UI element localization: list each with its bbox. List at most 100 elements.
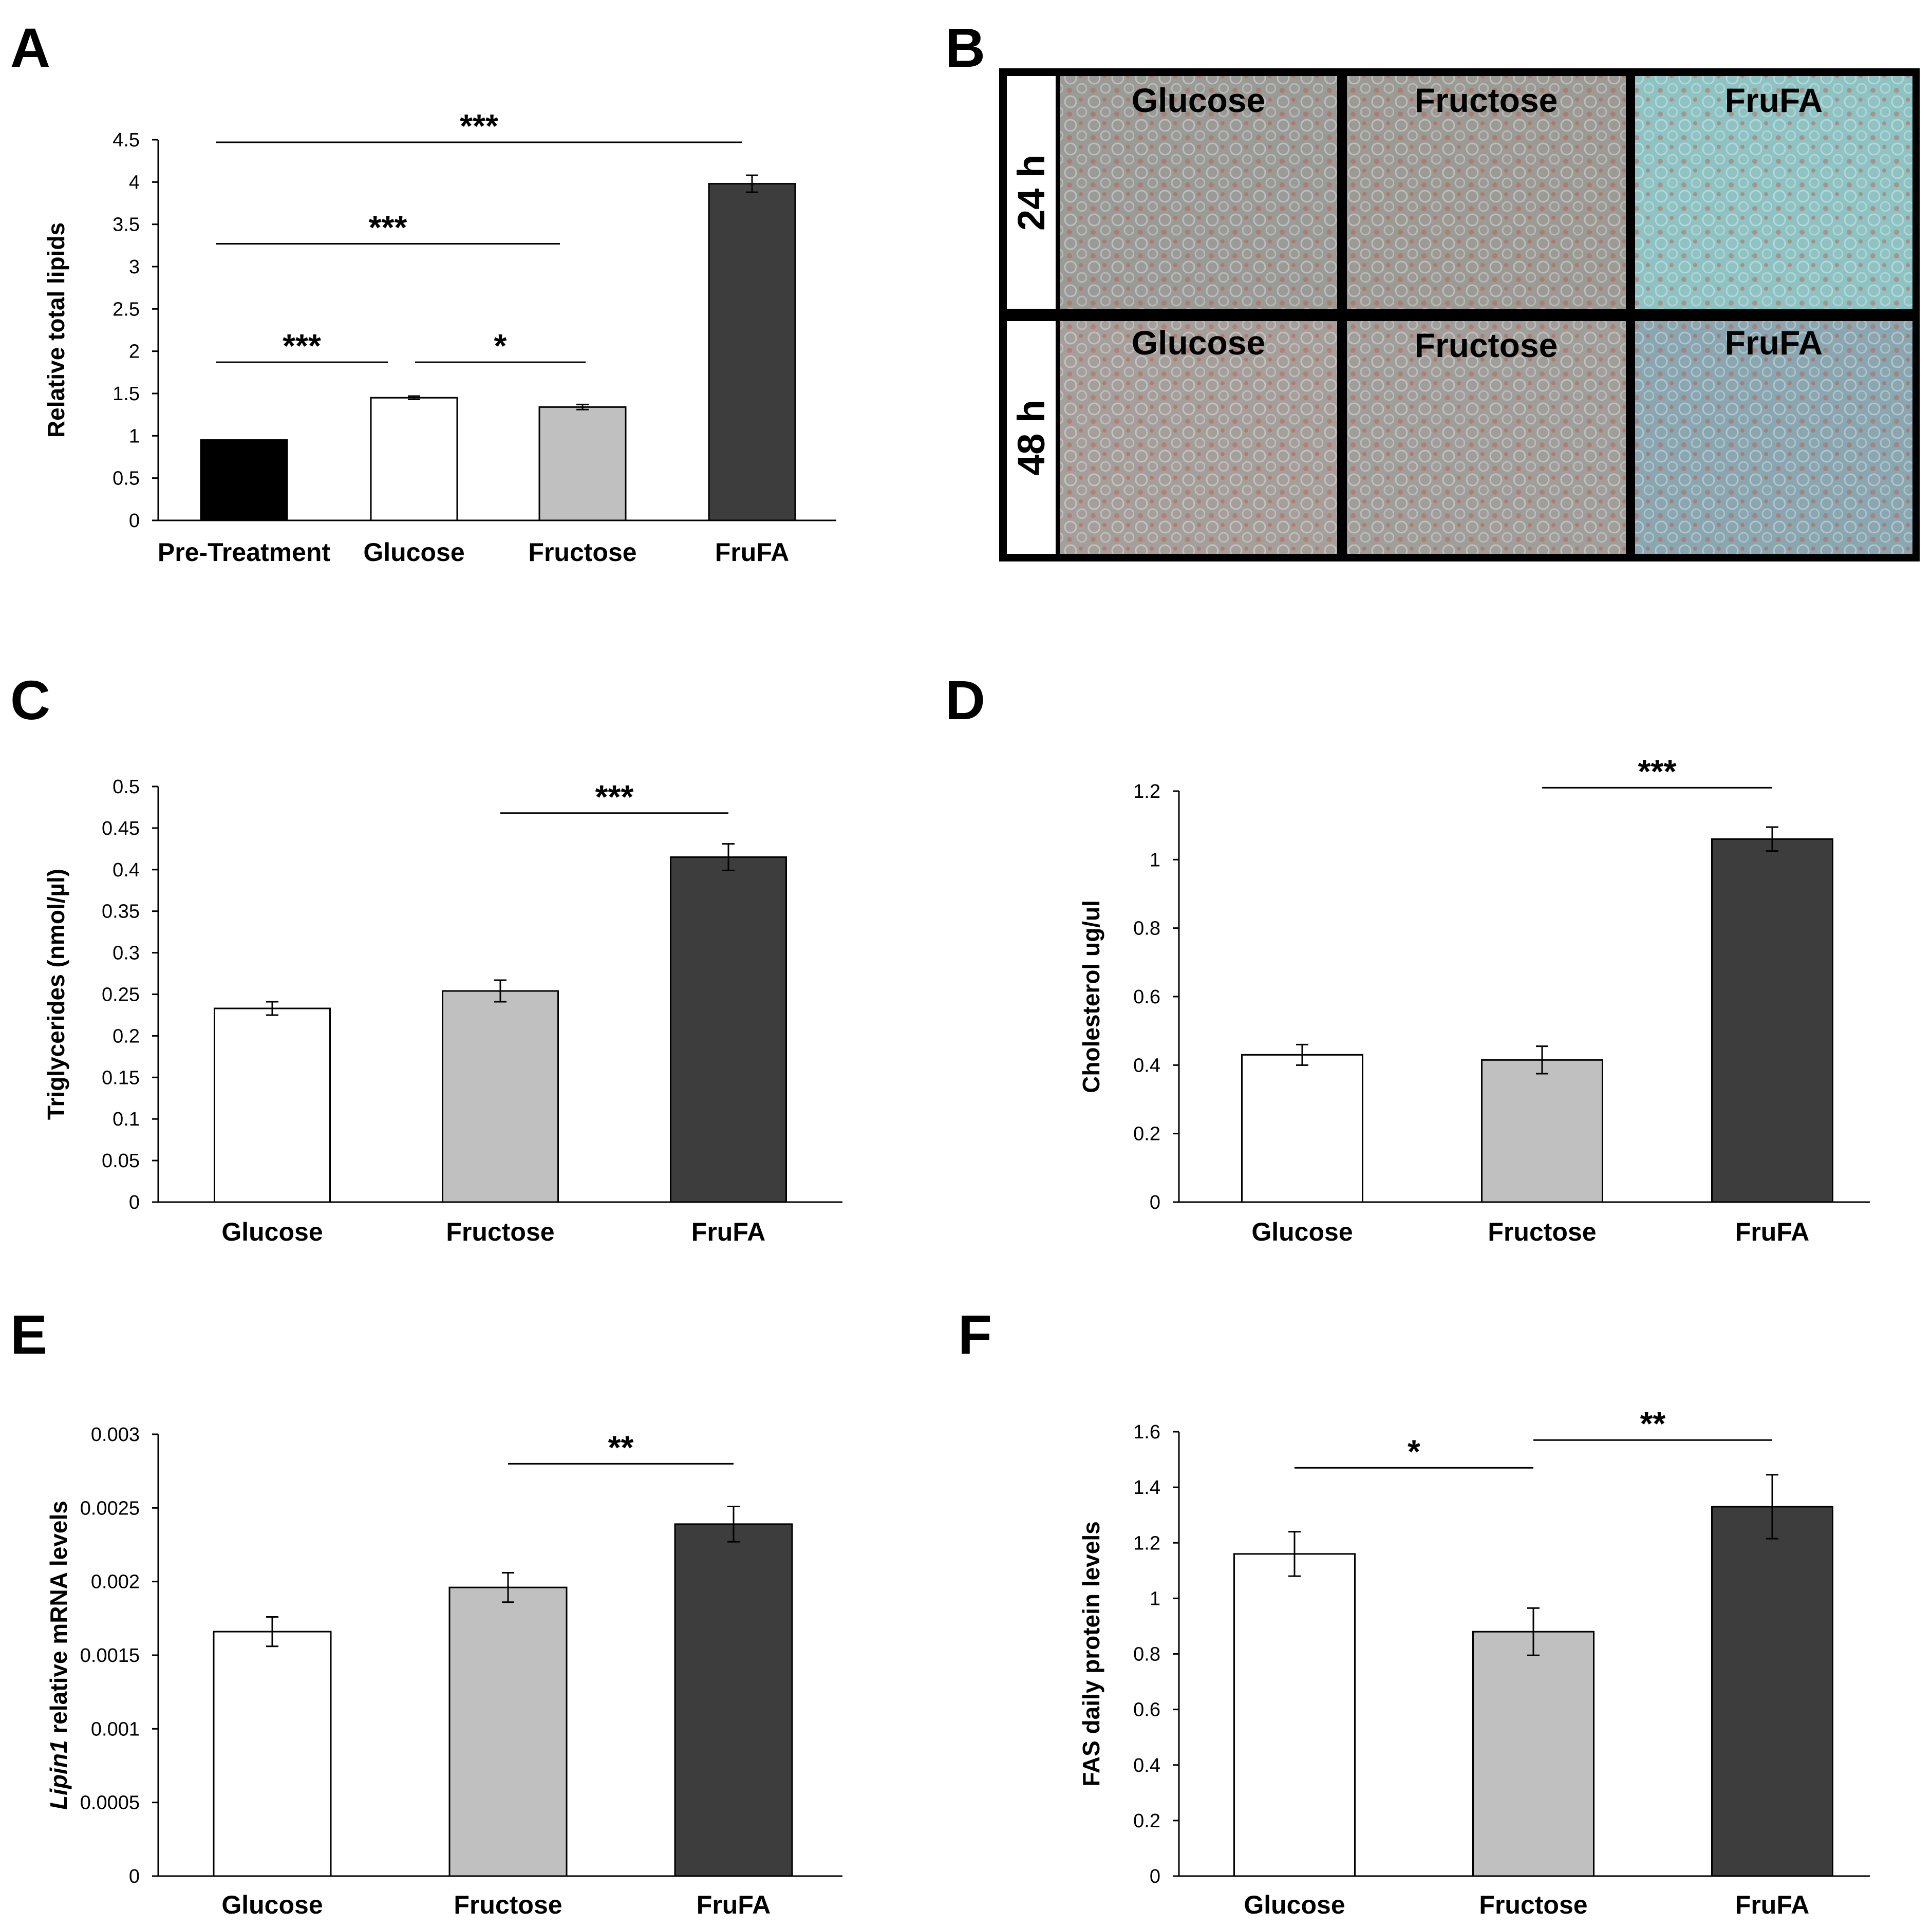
micrograph-label-48h-frufa: FruFA (1725, 324, 1823, 362)
panel-a-significance-label: *** (283, 327, 321, 364)
panel-f-tick-label: 0 (1150, 1866, 1160, 1887)
micrograph-texture (1060, 321, 1337, 554)
panel-d-category-label: FruFA (1735, 1218, 1809, 1246)
panel-a-bar (370, 397, 458, 521)
panel-a-significance-label: * (494, 327, 507, 364)
micrograph-texture (1635, 76, 1912, 309)
panel-c-tick-label: 0.3 (112, 943, 140, 964)
panel-c-bar (442, 990, 559, 1203)
panel-e-y-axis-label-text: relative mRNA levels (45, 1501, 72, 1733)
panel-a-tick-label: 0.5 (112, 468, 140, 490)
panel-f-category-label: Fructose (1479, 1890, 1587, 1919)
panel-d-bar (1241, 1054, 1363, 1203)
panel-f-tick-label: 0.2 (1133, 1810, 1160, 1832)
micrograph-label-24h-frufa: FruFA (1725, 81, 1823, 119)
panel-c-bar (670, 856, 787, 1203)
panel-a-significance-label: *** (369, 209, 407, 246)
panel-f-bar (1711, 1506, 1833, 1877)
chart-triglycerides: 0 0.05 0.1 0.15 0.2 0.25 0.3 0.35 0.4 0.45 0.5 Trig… (43, 776, 842, 1246)
panel-f-tick-label: 0.6 (1133, 1699, 1160, 1721)
panel-letter-d: D (945, 669, 985, 731)
panel-e-category-label: FruFA (697, 1890, 771, 1919)
panel-f-significance-label: ** (1640, 1405, 1666, 1442)
panel-e-category-label: Glucose (221, 1890, 323, 1919)
panel-f-category-label: FruFA (1735, 1890, 1809, 1919)
micrograph-label-48h-glucose: Glucose (1132, 324, 1265, 362)
panel-d-category-label: Fructose (1488, 1218, 1596, 1246)
panel-e-significance-label: ** (608, 1429, 634, 1466)
panel-f-tick-label: 1.6 (1133, 1421, 1160, 1443)
panel-c-tick-label: 0.25 (102, 984, 140, 1006)
panel-c-tick-label: 0.1 (112, 1109, 140, 1130)
panel-a-bar (538, 406, 627, 521)
panel-d-significance-label: *** (1638, 753, 1677, 790)
panel-c-category-label: Glucose (221, 1218, 323, 1246)
panel-d-bar (1711, 838, 1833, 1203)
panel-c-y-axis-label: Triglycerides (nmol/µl) (43, 869, 69, 1120)
panel-f-tick-label: 0.8 (1133, 1644, 1160, 1665)
panel-a-tick-label: 1 (129, 425, 140, 447)
panel-a-tick-label: 2.5 (112, 298, 140, 320)
panel-e-tick-label: 0.0015 (80, 1645, 140, 1666)
micrograph-label-48h-fructose: Fructose (1415, 326, 1558, 364)
panel-c-tick-label: 0.15 (102, 1067, 140, 1089)
micrograph-label-24h-fructose: Fructose (1415, 81, 1558, 119)
panel-a-tick-label: 4 (129, 172, 140, 193)
panel-a-category-label: FruFA (715, 538, 789, 567)
panel-letter-f: F (958, 1303, 992, 1365)
panel-a-tick-label: 3 (129, 256, 140, 278)
panel-e-tick-label: 0.0005 (80, 1792, 140, 1814)
panel-c-tick-label: 0.5 (112, 776, 140, 798)
panel-d-tick-label: 0.4 (1133, 1055, 1160, 1076)
panel-e-tick-label: 0 (129, 1866, 140, 1887)
chart-cholesterol: 0 0.2 0.4 0.6 0.8 1 1.2 Cholesterol ug/ul Glucos… (1078, 753, 1870, 1246)
micrograph-label-24h-glucose: Glucose (1132, 81, 1265, 119)
panel-f-tick-label: 1.4 (1133, 1477, 1160, 1499)
panel-a-category-label: Fructose (528, 538, 636, 567)
row-label-24h: 24 h (1010, 155, 1053, 231)
panel-a-bar (708, 183, 796, 521)
panel-c-bar (214, 1007, 331, 1203)
panel-e-bar (213, 1631, 332, 1877)
panel-e-tick-label: 0.001 (91, 1718, 140, 1740)
panel-c-tick-label: 0.4 (112, 859, 140, 881)
panel-c-tick-label: 0.45 (102, 818, 140, 839)
panel-f-y-axis-label: FAS daily protein levels (1078, 1521, 1104, 1786)
panel-d-y-axis-label: Cholesterol ug/ul (1078, 900, 1104, 1093)
micrograph-panel: 24 h 48 h Glucose Fructose FruFA Glucose… (999, 68, 1920, 561)
panel-e-tick-label: 0.0025 (80, 1497, 140, 1519)
chart-fas-protein: 0 0.2 0.4 0.6 0.8 1 1.2 1.4 1.6 FAS daily protein… (1078, 1405, 1870, 1919)
row-label-48h-box (1007, 321, 1056, 554)
panel-e-tick-label: 0.003 (91, 1424, 140, 1446)
panel-c-tick-label: 0 (129, 1192, 140, 1213)
panel-a-y-axis-label: Relative total lipids (43, 222, 69, 438)
panel-letter-a: A (10, 16, 50, 79)
panel-d-tick-label: 0 (1150, 1192, 1160, 1213)
panel-e-y-axis-label: Lipin1 relative mRNA levels (45, 1501, 72, 1810)
panel-f-tick-label: 0.4 (1133, 1755, 1160, 1776)
panel-d-tick-label: 0.8 (1133, 918, 1160, 940)
row-label-48h: 48 h (1010, 400, 1053, 476)
panel-f-bar (1472, 1631, 1595, 1877)
panel-a-tick-label: 0 (129, 510, 140, 532)
panel-d-tick-label: 0.6 (1133, 986, 1160, 1008)
panel-a-tick-label: 1.5 (112, 383, 140, 405)
panel-e-bar (448, 1586, 568, 1877)
panel-a-tick-label: 4.5 (112, 129, 140, 151)
panel-e-tick-label: 0.002 (91, 1571, 140, 1593)
panel-d-bar (1481, 1059, 1603, 1203)
panel-c-significance-label: *** (595, 778, 634, 815)
panel-letter-c: C (10, 669, 50, 731)
panel-a-category-label: Glucose (363, 538, 464, 567)
panel-letter-b: B (945, 16, 985, 79)
panel-a-bar (200, 439, 288, 521)
panel-a-tick-label: 3.5 (112, 214, 140, 236)
panel-c-tick-label: 0.05 (102, 1150, 140, 1172)
row-label-24h-box (1007, 76, 1056, 309)
panel-d-tick-label: 1 (1150, 849, 1160, 871)
chart-lipin1-mrna: 0 0.0005 0.001 0.0015 0.002 0.0025 0.003 Lipin1… (45, 1424, 842, 1919)
panel-f-tick-label: 1 (1150, 1588, 1160, 1609)
panel-f-bar (1233, 1553, 1356, 1877)
micrograph-texture (1347, 76, 1626, 309)
